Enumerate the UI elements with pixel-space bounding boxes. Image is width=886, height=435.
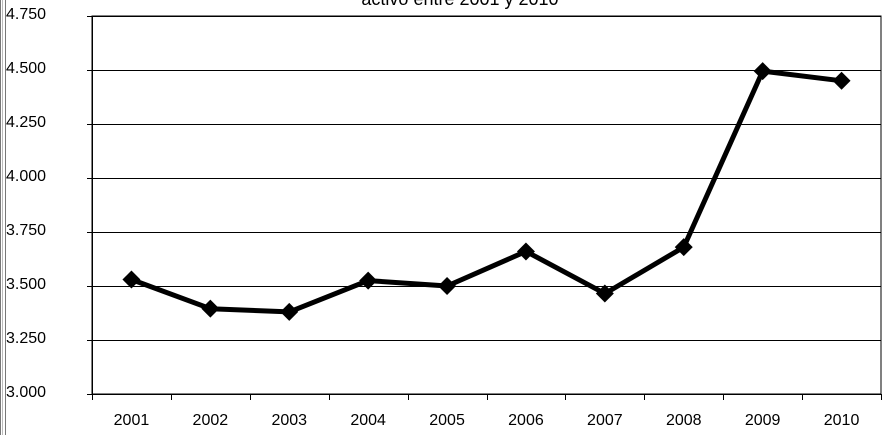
data-point-2001 (122, 270, 141, 289)
y-tick-label: 3.500 (6, 276, 47, 293)
x-tick-label: 2009 (744, 412, 781, 429)
y-tick-label: 4.250 (6, 114, 47, 131)
data-point-2003 (280, 302, 299, 321)
x-tick-label: 2006 (508, 412, 544, 429)
series-line (130, 68, 842, 315)
y-tick-label: 4.500 (6, 60, 47, 77)
chart-title: activo entre 2001 y 2010 (250, 0, 670, 10)
data-point-2005 (438, 277, 457, 295)
x-tick-label: 2007 (587, 412, 623, 429)
x-tick-label: 2008 (665, 412, 702, 429)
y-tick-label: 4.000 (6, 168, 47, 185)
y-tick-label: 3.000 (6, 384, 47, 401)
chart-frame-border (0, 0, 6, 435)
x-tick-label: 2005 (429, 412, 465, 429)
x-tick-label: 2001 (113, 412, 150, 429)
data-point-2007 (595, 284, 614, 303)
x-tick-label: 2004 (350, 412, 386, 429)
x-tick-label: 2003 (271, 412, 308, 429)
y-tick-label: 4.750 (6, 6, 47, 23)
y-tick-label: 3.250 (6, 330, 47, 347)
data-point-2002 (201, 299, 220, 318)
x-tick-label: 2010 (823, 412, 860, 429)
data-point-2010 (832, 71, 851, 90)
data-point-2004 (359, 271, 378, 290)
y-tick-label: 3.750 (6, 222, 47, 239)
x-tick-label: 2002 (192, 412, 229, 429)
plot-area (91, 15, 882, 395)
data-point-2006 (516, 242, 535, 261)
data-point-2009 (753, 62, 772, 81)
data-point-2008 (674, 238, 693, 257)
